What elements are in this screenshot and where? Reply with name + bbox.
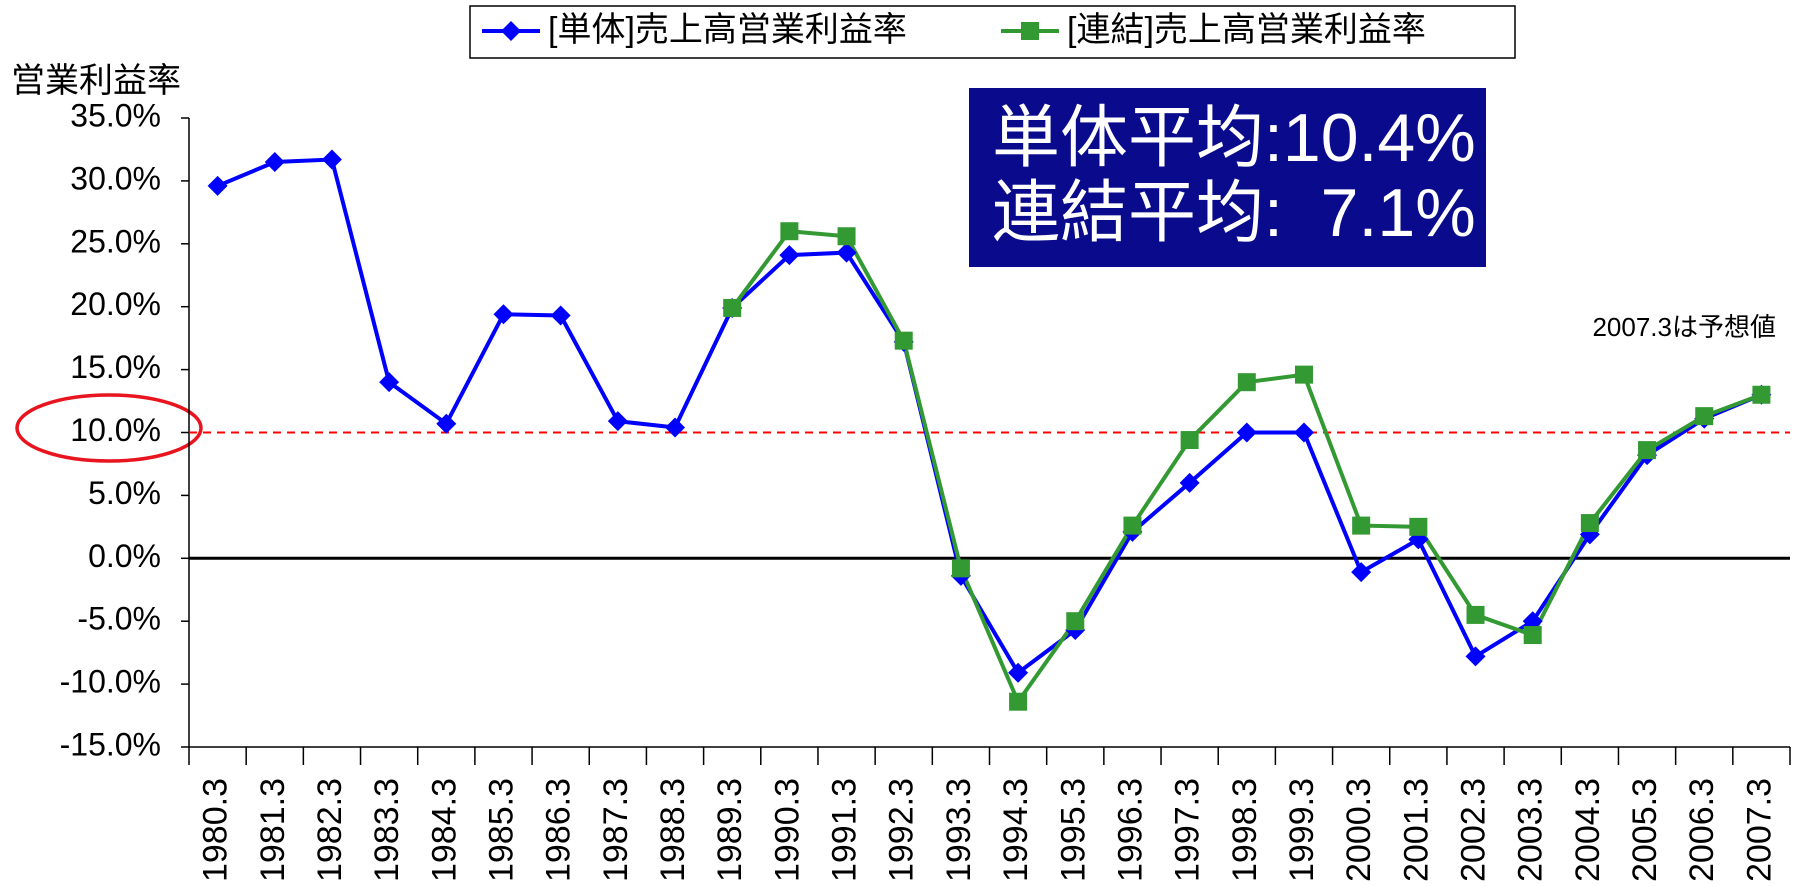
x-tick-label: 1990.3	[768, 778, 806, 882]
x-tick-label: 1995.3	[1054, 778, 1092, 882]
data-point	[1752, 385, 1771, 404]
x-tick-label: 1989.3	[711, 778, 749, 882]
y-tick-label: 0.0%	[88, 538, 161, 574]
data-point	[836, 242, 857, 263]
y-tick-label: 15.0%	[70, 349, 161, 385]
data-point	[837, 227, 856, 246]
x-tick-label: 2006.3	[1683, 778, 1721, 882]
legend-label: [連結]売上高営業利益率	[1067, 11, 1426, 49]
data-point	[1523, 626, 1542, 645]
x-tick-label: 1999.3	[1283, 778, 1321, 882]
data-point	[1123, 516, 1142, 535]
data-point	[550, 305, 571, 326]
data-point	[951, 559, 970, 578]
data-point	[436, 413, 457, 434]
data-point	[1695, 407, 1714, 426]
x-tick-label: 1992.3	[883, 778, 921, 882]
x-tick-label: 2000.3	[1340, 778, 1378, 882]
data-point	[1236, 422, 1257, 443]
y-tick-label: 30.0%	[70, 160, 161, 196]
x-tick-label: 1994.3	[997, 778, 1035, 882]
data-point	[1465, 646, 1486, 667]
data-point	[1066, 612, 1085, 631]
y-tick-label: -5.0%	[77, 601, 161, 637]
average-box	[969, 88, 1486, 267]
x-tick-label: 1991.3	[826, 778, 864, 882]
average-text: 連結平均: 7.1%	[992, 175, 1476, 251]
data-point	[780, 222, 799, 241]
x-tick-label: 2003.3	[1512, 778, 1550, 882]
y-axis-title: 営業利益率	[11, 62, 181, 100]
data-point	[1180, 431, 1199, 450]
series-line	[216, 157, 1763, 676]
note: 2007.3は予想値	[1592, 312, 1776, 342]
data-point	[1009, 692, 1028, 711]
data-point	[607, 411, 628, 432]
data-point	[1293, 422, 1314, 443]
legend-label: [単体]売上高営業利益率	[548, 11, 907, 49]
data-point	[894, 331, 913, 350]
data-point	[1409, 517, 1428, 536]
data-point	[1294, 365, 1313, 384]
x-tick-label: 1982.3	[311, 778, 349, 882]
data-point	[723, 298, 742, 317]
data-point	[665, 417, 686, 438]
x-tick-label: 1980.3	[197, 778, 235, 882]
x-tick-label: 1993.3	[940, 778, 978, 882]
y-tick-label: -10.0%	[60, 664, 161, 700]
x-tick-label: 2007.3	[1740, 778, 1778, 882]
series-line	[730, 229, 1763, 706]
data-point	[1008, 662, 1029, 683]
data-point	[779, 245, 800, 266]
data-point	[1466, 605, 1485, 624]
x-tick-label: 1998.3	[1226, 778, 1264, 882]
data-point	[207, 175, 228, 196]
y-tick-label: -15.0%	[60, 726, 161, 762]
x-tick-label: 1985.3	[482, 778, 520, 882]
y-tick-label: 5.0%	[88, 475, 161, 511]
y-tick-label: 25.0%	[70, 223, 161, 259]
x-tick-label: 2005.3	[1626, 778, 1664, 882]
x-tick-label: 1986.3	[540, 778, 578, 882]
x-tick-label: 1997.3	[1169, 778, 1207, 882]
data-point	[493, 304, 514, 325]
x-tick-label: 1984.3	[425, 778, 463, 882]
data-point	[1580, 514, 1599, 533]
highlight-ellipse	[15, 393, 203, 463]
data-point	[264, 152, 285, 173]
legend-marker	[501, 21, 521, 41]
x-tick-label: 1981.3	[254, 778, 292, 882]
x-tick-label: 2002.3	[1455, 778, 1493, 882]
y-tick-label: 35.0%	[70, 97, 161, 133]
x-tick-label: 1996.3	[1111, 778, 1149, 882]
y-tick-label: 10.0%	[70, 412, 161, 448]
y-tick-label: 20.0%	[70, 286, 161, 322]
legend-marker	[1021, 22, 1039, 40]
x-tick-label: 2004.3	[1569, 778, 1607, 882]
average-text: 単体平均:10.4%	[992, 100, 1476, 176]
data-point	[1638, 441, 1657, 460]
data-point	[321, 149, 342, 170]
data-point	[1179, 472, 1200, 493]
data-point	[1351, 562, 1372, 583]
x-tick-label: 1983.3	[368, 778, 406, 882]
data-point	[1237, 373, 1256, 392]
data-point	[379, 372, 400, 393]
legend-box	[469, 5, 1516, 59]
x-tick-label: 1987.3	[597, 778, 635, 882]
x-tick-label: 1988.3	[654, 778, 692, 882]
x-tick-label: 2001.3	[1397, 778, 1435, 882]
data-point	[1352, 516, 1371, 535]
